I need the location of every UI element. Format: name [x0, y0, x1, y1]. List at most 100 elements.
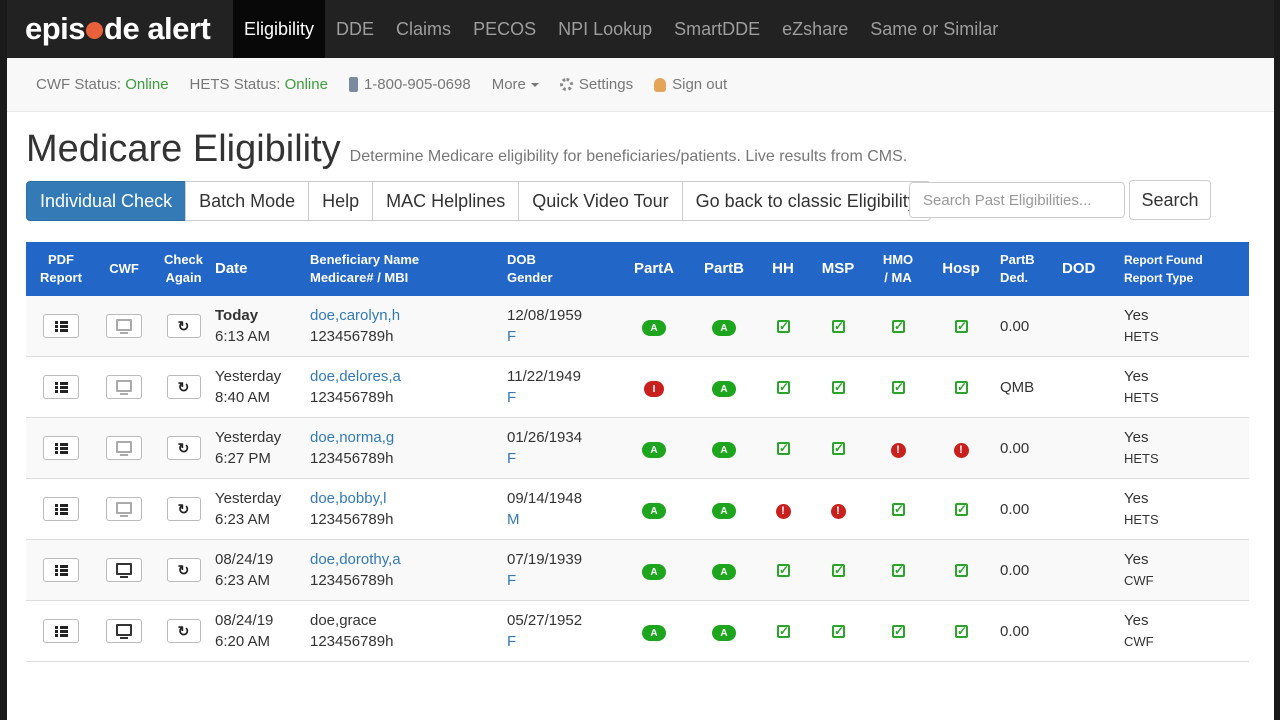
settings-link[interactable]: Settings [559, 76, 634, 93]
partb-deductible: 0.00 [1000, 561, 1030, 579]
report-found: Yes [1124, 490, 1149, 507]
table-row: ↻ Today 6:13 AM doe,carolyn,h 123456789h 12/0… [26, 296, 1249, 357]
nav-same-or-similar[interactable]: Same or Similar [870, 18, 999, 39]
tab-quick-video-tour[interactable]: Quick Video Tour [518, 181, 683, 221]
check-again-button[interactable]: ↻ [166, 558, 201, 582]
cwf-button[interactable] [106, 375, 142, 399]
pdf-report-button[interactable] [43, 314, 79, 338]
tab-individual-check[interactable]: Individual Check [26, 181, 187, 221]
check-again-button[interactable]: ↻ [166, 375, 201, 399]
nav-ezshare[interactable]: eZshare [782, 18, 849, 39]
refresh-icon: ↻ [177, 439, 190, 456]
col-hosp: Hosp [922, 242, 1000, 296]
check-icon [776, 625, 790, 638]
col-hh: HH [764, 242, 802, 296]
phone-number: 1-800-905-0698 [363, 76, 471, 93]
mbi-text: 123456789h [310, 633, 394, 650]
mbi-text: 123456789h [310, 450, 394, 467]
check-icon [891, 381, 905, 394]
cwf-button[interactable] [106, 497, 142, 521]
report-type: CWF [1124, 573, 1154, 588]
signout-link[interactable]: Sign out [654, 76, 727, 93]
more-label: More [491, 76, 526, 93]
pdf-report-button[interactable] [43, 558, 79, 582]
hets-status-value: Online [284, 76, 328, 93]
tab-mac-helplines[interactable]: MAC Helplines [372, 181, 520, 221]
search-past-eligibilities-input[interactable] [909, 182, 1125, 218]
col-pdf-report: PDF Report [26, 242, 96, 296]
col-parta: PartA [624, 242, 684, 296]
check-icon [831, 442, 845, 455]
dob-text: 09/14/1948 [507, 490, 583, 507]
nav-pecos[interactable]: PECOS [473, 18, 537, 39]
pdf-report-button[interactable] [43, 375, 79, 399]
col-date: Date [215, 242, 310, 296]
report-type: HETS [1124, 512, 1159, 527]
table-row: ↻ 08/24/19 6:23 AM doe,dorothy,a 123456789h 0… [26, 539, 1249, 601]
dob-text: 05/27/1952 [507, 612, 583, 629]
check-icon [831, 564, 845, 577]
cwf-button[interactable] [106, 619, 142, 643]
list-icon [54, 320, 68, 332]
gender-text: F [507, 328, 517, 345]
nav-eligibility[interactable]: Eligibility [233, 0, 326, 58]
hets-status: HETS Status: Online [190, 76, 328, 93]
partb-deductible: QMB [1000, 378, 1035, 396]
gender-text: F [507, 572, 517, 589]
refresh-icon: ↻ [177, 561, 190, 578]
nav-smartdde[interactable]: SmartDDE [674, 18, 761, 39]
beneficiary-name-link[interactable]: doe,dorothy,a [310, 551, 401, 568]
tab-classic-eligibility[interactable]: Go back to classic Eligibility [681, 181, 931, 221]
part-status-badge: A [712, 503, 736, 519]
search-button[interactable]: Search [1129, 180, 1211, 220]
tab-help[interactable]: Help [308, 181, 374, 221]
gender-text: F [507, 450, 517, 467]
nav-dde[interactable]: DDE [336, 18, 375, 39]
cwf-button[interactable] [106, 314, 142, 338]
check-again-button[interactable]: ↻ [166, 314, 201, 338]
gender-text: M [507, 511, 520, 528]
phone-link[interactable]: 1-800-905-0698 [348, 76, 471, 93]
pdf-report-button[interactable] [43, 619, 79, 643]
refresh-icon: ↻ [177, 317, 190, 334]
logo-text-end: de alert [104, 11, 211, 46]
settings-label: Settings [578, 76, 634, 93]
part-status-badge: A [642, 625, 666, 641]
brand-logo[interactable]: epis de alert [7, 0, 233, 58]
date-text: Yesterday [215, 368, 282, 385]
partb-deductible: 0.00 [1000, 622, 1030, 640]
status-bar: CWF Status: Online HETS Status: Online 1… [7, 58, 1274, 112]
tab-batch-mode[interactable]: Batch Mode [185, 181, 310, 221]
pdf-report-button[interactable] [43, 436, 79, 460]
monitor-icon [116, 502, 132, 517]
beneficiary-name-link[interactable]: doe,carolyn,h [310, 307, 401, 324]
beneficiary-name-link[interactable]: doe,delores,a [310, 368, 401, 385]
monitor-icon [116, 624, 132, 639]
table-row: ↻ Yesterday 6:23 AM doe,bobby,l 123456789h 09… [26, 478, 1249, 540]
signout-label: Sign out [672, 76, 728, 93]
col-hmo-ma: HMO / MA [874, 242, 922, 296]
mbi-text: 123456789h [310, 328, 394, 345]
check-icon [954, 625, 968, 638]
cwf-button[interactable] [106, 436, 142, 460]
pdf-report-button[interactable] [43, 497, 79, 521]
more-dropdown[interactable]: More [492, 76, 539, 93]
check-icon [776, 442, 790, 455]
gender-text: F [507, 389, 517, 406]
partb-deductible: 0.00 [1000, 439, 1030, 457]
nav-npi-lookup[interactable]: NPI Lookup [558, 18, 653, 39]
check-again-button[interactable]: ↻ [166, 497, 201, 521]
report-found: Yes [1124, 551, 1149, 568]
beneficiary-name-link[interactable]: doe,norma,g [310, 429, 395, 446]
beneficiary-name-link[interactable]: doe,bobby,l [310, 490, 387, 507]
time-text: 6:27 PM [215, 450, 271, 467]
nav-claims[interactable]: Claims [396, 18, 452, 39]
mode-tabs: Individual Check Batch Mode Help MAC Hel… [26, 181, 931, 221]
check-icon [891, 320, 905, 333]
time-text: 6:23 AM [215, 511, 271, 528]
check-again-button[interactable]: ↻ [166, 619, 201, 643]
table-row: ↻ 08/24/19 6:20 AM doe,grace 123456789h 05/27… [26, 600, 1249, 662]
app-window: epis de alert Eligibility DDE Claims PECO… [7, 0, 1274, 720]
check-again-button[interactable]: ↻ [166, 436, 201, 460]
cwf-button[interactable] [106, 558, 142, 582]
